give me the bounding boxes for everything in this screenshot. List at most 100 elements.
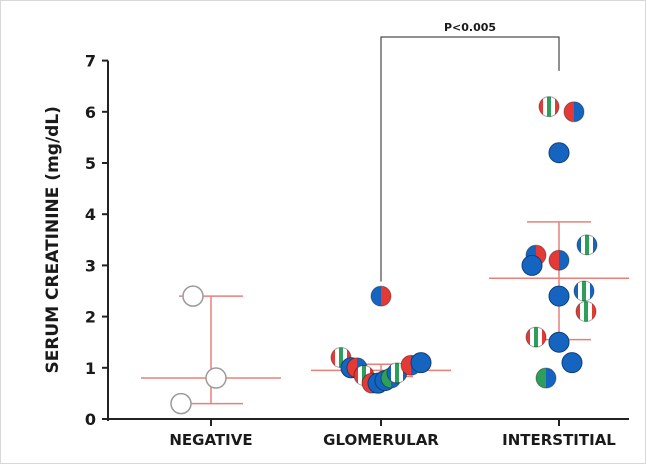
data-point — [576, 234, 598, 256]
point-right-half — [574, 101, 584, 122]
y-tick-label: 2 — [85, 308, 96, 327]
data-point — [525, 326, 547, 348]
point-stripe — [335, 347, 340, 368]
point-circle — [548, 285, 570, 307]
point-stripe — [585, 234, 590, 255]
point-left-half — [347, 357, 357, 378]
point-stripe — [358, 365, 363, 386]
point-stripe — [551, 96, 556, 117]
point-stripe — [576, 301, 581, 322]
point-stripe — [584, 301, 589, 322]
point-stripe — [590, 281, 594, 301]
point-circle — [561, 352, 583, 374]
y-tick-label: 6 — [85, 103, 96, 122]
data-point — [548, 331, 570, 353]
y-tick-label: 1 — [85, 359, 96, 378]
point-left-half — [401, 355, 411, 376]
point-circle — [548, 331, 570, 353]
data-point — [170, 392, 192, 415]
data-point — [538, 96, 560, 118]
point-outline — [575, 300, 597, 322]
point-stripe — [592, 301, 596, 322]
data-point — [410, 352, 432, 374]
point-stripe — [391, 362, 396, 383]
x-tick-label: GLOMERULAR — [323, 431, 439, 449]
data-point — [548, 249, 570, 271]
point-circle — [410, 352, 432, 374]
point-stripe — [578, 281, 583, 301]
y-tick-label: 3 — [85, 256, 96, 275]
point-outline — [576, 234, 598, 256]
point-stripe — [580, 301, 585, 322]
point-outline — [535, 367, 557, 389]
point-left-half — [371, 286, 381, 307]
x-tick-label: INTERSTITIAL — [502, 431, 616, 449]
data-point — [370, 285, 392, 307]
point-stripe — [577, 234, 582, 255]
point-stripe — [387, 362, 392, 383]
data-point — [182, 285, 204, 307]
significance-bracket: P<0.005 — [380, 21, 560, 282]
point-outline — [573, 280, 595, 302]
point-left-half — [362, 373, 372, 394]
p-value-label: P<0.005 — [444, 21, 496, 34]
point-right-half — [559, 250, 569, 271]
point-right-half — [546, 368, 556, 389]
point-stripe — [581, 234, 586, 255]
x-tick-label: NEGATIVE — [169, 431, 252, 449]
y-tick-label: 4 — [85, 205, 96, 224]
data-point — [548, 285, 570, 307]
point-circle — [521, 254, 543, 276]
y-tick-label: 0 — [85, 410, 96, 429]
point-stripe — [588, 301, 593, 322]
point-outline — [538, 96, 560, 118]
point-stripe — [343, 347, 348, 368]
point-stripe — [362, 365, 367, 386]
y-tick-label: 5 — [85, 154, 96, 173]
point-outline — [563, 101, 585, 123]
data-point — [575, 300, 597, 322]
point-stripe — [582, 281, 587, 301]
point-circle — [170, 392, 192, 415]
data-point — [535, 367, 557, 389]
point-circle — [205, 367, 227, 389]
point-left-half — [536, 368, 546, 389]
point-stripe — [593, 234, 597, 255]
point-right-half — [381, 286, 391, 307]
point-stripe — [589, 234, 594, 255]
data-point — [548, 142, 570, 164]
point-stripe — [395, 362, 400, 383]
point-outline — [525, 326, 547, 348]
point-stripe — [547, 96, 552, 117]
data-point — [521, 254, 543, 276]
point-stripe — [526, 327, 531, 348]
point-left-half — [381, 368, 391, 389]
point-stripe — [539, 96, 544, 117]
point-left-half — [549, 250, 559, 271]
point-stripe — [354, 365, 359, 386]
y-tick-label: 7 — [85, 52, 96, 71]
point-stripe — [543, 96, 548, 117]
bracket-line — [380, 36, 560, 282]
point-circle — [182, 285, 204, 307]
point-right-half — [536, 245, 546, 266]
y-axis-title: SERUM CREATININE (mg/dL) — [43, 106, 63, 373]
point-stripe — [542, 327, 546, 348]
data-point — [205, 367, 227, 389]
point-outline — [548, 249, 570, 271]
data-point — [563, 101, 585, 123]
point-left-half — [564, 101, 574, 122]
data-point — [573, 280, 595, 302]
point-stripe — [331, 347, 336, 368]
point-outline — [370, 285, 392, 307]
point-stripe — [538, 327, 543, 348]
point-stripe — [534, 327, 539, 348]
point-stripe — [574, 281, 579, 301]
data-point — [561, 352, 583, 374]
point-circle — [548, 142, 570, 164]
summary-bar — [489, 221, 629, 341]
point-stripe — [530, 327, 535, 348]
point-stripe — [586, 281, 591, 301]
